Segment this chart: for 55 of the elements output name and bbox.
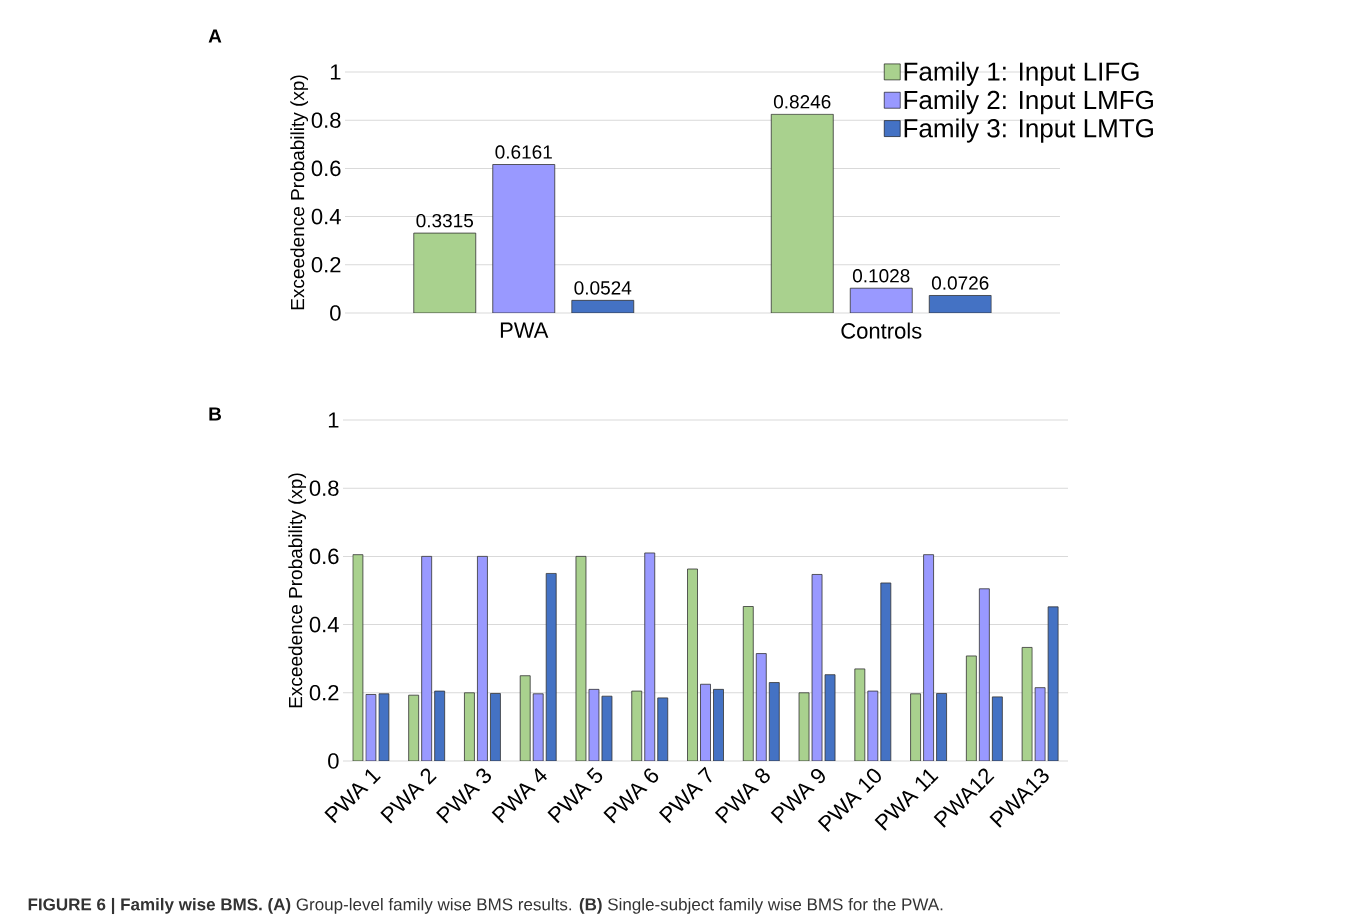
bar: [519, 675, 531, 761]
bar: [413, 232, 477, 313]
bar: [644, 552, 656, 761]
bar: [352, 554, 364, 761]
bar: [687, 568, 698, 761]
bar: [1021, 647, 1033, 761]
y-tick-label: 0.2: [309, 684, 339, 701]
y-tick-label: 0: [330, 305, 341, 321]
bar: [978, 588, 990, 761]
bar: [631, 690, 643, 761]
legend-label: Family 3: Input LMTG: [904, 118, 1153, 143]
y-tick-label: 0.6: [311, 160, 341, 177]
y-axis-title: Exceedence Probability (xp): [288, 473, 307, 708]
data-label: 0.3315: [416, 213, 474, 228]
text: B: [209, 407, 222, 421]
y-tick-label: 1: [330, 64, 341, 80]
bar: [742, 606, 754, 761]
y-tick-label: 1: [328, 412, 339, 428]
bar: [1034, 687, 1046, 761]
bar: [755, 653, 767, 761]
text: A: [208, 29, 222, 43]
bar: [700, 683, 711, 761]
bar: [923, 554, 934, 761]
y-tick-label: 0.8: [309, 480, 339, 496]
data-label: 0.6161: [495, 145, 552, 159]
data-label: 0.1028: [852, 269, 910, 283]
text: FIGURE 6 | Family wise BMS. (A) Group-level family wise BMS results. (B) Single-subject family wise BMS for the PWA.: [28, 897, 943, 915]
bar: [408, 694, 420, 761]
data-label: 0.8246: [773, 95, 831, 109]
y-tick-label: 0.6: [309, 548, 339, 565]
bar: [532, 693, 544, 761]
data-label: 0.0726: [931, 276, 989, 290]
bar: [365, 694, 377, 761]
y-tick-label: 0: [328, 753, 339, 769]
legend-label: Family 2: Input LMFG: [904, 90, 1153, 115]
bar: [867, 690, 879, 761]
bar: [421, 555, 433, 761]
y-axis-title: Exceedence Probability (xp): [290, 75, 309, 310]
bar: [849, 287, 913, 313]
y-tick-label: 0.2: [311, 256, 341, 273]
x-tick-label: PWA: [500, 322, 549, 338]
bar: [965, 655, 977, 761]
bar: [464, 692, 475, 761]
legend-label: Family 1: Input LIFG: [904, 61, 1139, 86]
bar: [477, 555, 488, 761]
bar: [770, 113, 834, 313]
y-tick-label: 0.4: [309, 616, 339, 633]
y-tick-label: 0.4: [311, 208, 341, 225]
bar: [910, 693, 921, 761]
bar: [854, 668, 866, 761]
x-tick-label: Controls: [841, 322, 922, 339]
bar: [492, 164, 556, 313]
y-tick-label: 0.8: [311, 112, 341, 128]
bar: [928, 295, 992, 313]
data-label: 0.0524: [574, 281, 632, 295]
